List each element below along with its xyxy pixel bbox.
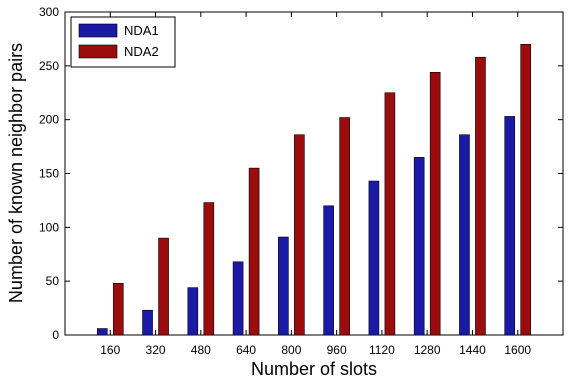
bar-nda2-1280 xyxy=(429,71,441,336)
bar-nda2-480 xyxy=(203,202,215,336)
bar-nda2-1120 xyxy=(384,92,396,336)
y-tick-label: 200 xyxy=(39,113,59,127)
bar-nda1-1600 xyxy=(504,116,516,336)
bar-nda2-1600 xyxy=(520,43,532,336)
x-tick-label: 1600 xyxy=(504,343,531,357)
x-tick-label: 160 xyxy=(100,343,120,357)
y-tick-label: 100 xyxy=(39,220,59,234)
bar-nda2-960 xyxy=(339,117,350,336)
x-tick-label: 1440 xyxy=(459,343,486,357)
x-tick-label: 1280 xyxy=(414,343,441,357)
bar-nda1-1280 xyxy=(413,157,425,336)
y-tick-label: 300 xyxy=(39,5,59,19)
x-axis-label: Number of slots xyxy=(251,359,377,379)
y-axis-label: Number of known neighbor pairs xyxy=(6,43,26,303)
bar-nda1-320 xyxy=(142,309,153,336)
y-tick-label: 0 xyxy=(52,328,59,342)
bar-nda2-160 xyxy=(112,283,124,336)
y-tick-label: 250 xyxy=(39,59,59,73)
y-tick-label: 150 xyxy=(39,167,59,181)
bar-nda2-320 xyxy=(158,237,169,336)
bar-nda2-640 xyxy=(248,167,260,336)
bar-nda2-1440 xyxy=(475,56,486,336)
bar-nda1-1120 xyxy=(368,180,380,336)
legend-label-nda1: NDA1 xyxy=(124,23,159,38)
legend-swatch-nda1 xyxy=(78,23,118,38)
bar-nda1-480 xyxy=(187,287,199,336)
bar-nda1-160 xyxy=(96,328,108,336)
x-tick-label: 320 xyxy=(146,343,166,357)
bars xyxy=(96,43,532,336)
x-tick-label: 480 xyxy=(191,343,211,357)
bar-nda2-800 xyxy=(294,134,305,336)
x-tick-label: 1120 xyxy=(369,343,395,357)
legend: NDA1 NDA2 xyxy=(70,16,176,68)
axis-ticks: 0 50 100 150 200 250 300 160 320 480 640 800 960 1120… xyxy=(39,5,563,357)
bar-nda1-640 xyxy=(232,261,244,336)
x-tick-label: 640 xyxy=(236,343,256,357)
x-tick-label: 960 xyxy=(327,343,347,357)
y-tick-label: 50 xyxy=(46,274,60,288)
legend-label-nda2: NDA2 xyxy=(124,44,159,59)
bar-nda1-1440 xyxy=(459,134,470,336)
bar-nda1-800 xyxy=(278,236,289,336)
bar-nda1-960 xyxy=(323,205,334,336)
legend-swatch-nda2 xyxy=(78,44,118,59)
x-tick-label: 800 xyxy=(281,343,301,357)
